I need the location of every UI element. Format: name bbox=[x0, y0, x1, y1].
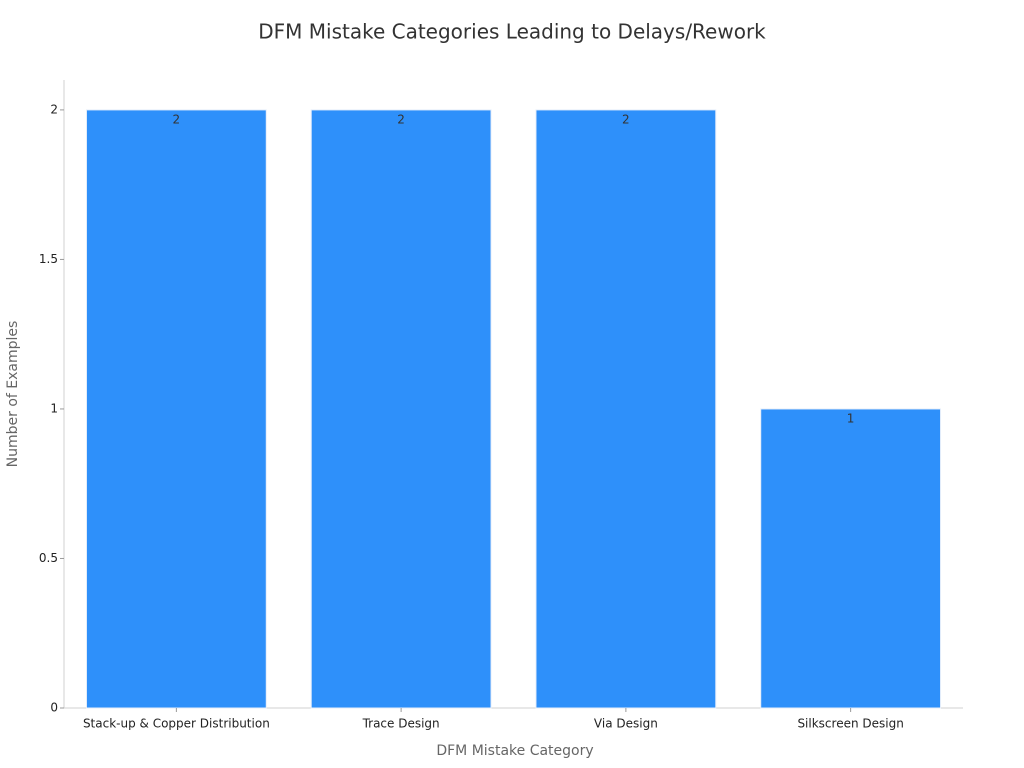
y-axis-title: Number of Examples bbox=[5, 321, 21, 468]
data-label: 2 bbox=[622, 112, 630, 126]
x-tick-label: Trace Design bbox=[362, 717, 440, 731]
data-label: 2 bbox=[397, 112, 405, 126]
data-label: 2 bbox=[173, 112, 181, 126]
x-tick-label: Via Design bbox=[594, 717, 658, 731]
y-tick-label: 1 bbox=[50, 401, 58, 415]
chart-title: DFM Mistake Categories Leading to Delays… bbox=[258, 20, 766, 44]
x-tick-label: Silkscreen Design bbox=[797, 717, 903, 731]
bar bbox=[535, 109, 717, 709]
x-tick-label: Stack-up & Copper Distribution bbox=[83, 717, 270, 731]
y-tick-label: 1.5 bbox=[39, 252, 58, 266]
bar bbox=[760, 408, 942, 709]
y-tick-label: 2 bbox=[50, 102, 58, 116]
x-axis-title: DFM Mistake Category bbox=[436, 743, 593, 759]
bar bbox=[85, 109, 267, 709]
y-tick-label: 0.5 bbox=[39, 551, 58, 565]
data-label: 1 bbox=[847, 411, 855, 425]
y-tick-label: 0 bbox=[50, 701, 58, 715]
bar bbox=[310, 109, 492, 709]
